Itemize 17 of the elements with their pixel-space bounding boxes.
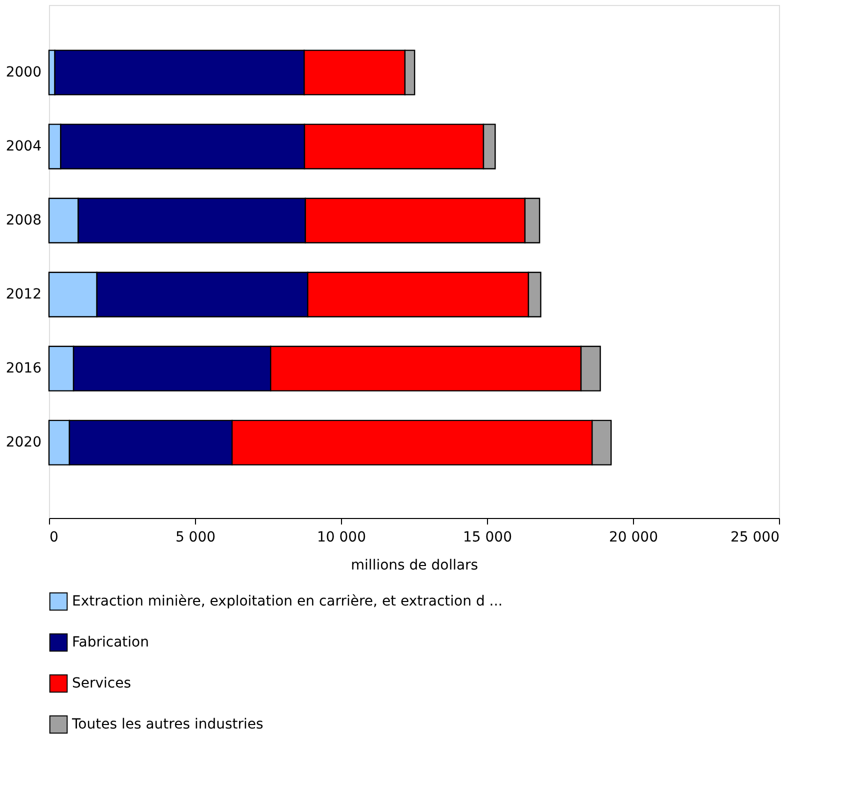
legend-label: Fabrication [72,634,149,650]
x-tick-label: 25 000 [730,530,780,546]
x-tick-label: 0 [50,530,58,546]
y-tick-label: 2008 [6,212,42,229]
legend-label: Toutes les autres industries [71,716,264,732]
y-tick-label: 2012 [6,286,42,303]
x-tick-label: 15 000 [463,530,512,546]
x-tick-label: 20 000 [609,530,658,546]
x-tick-label: 10 000 [317,530,366,546]
x-tick-label: 5 000 [175,530,216,546]
y-tick-label: 2016 [6,360,42,377]
legend-label: Extraction minière, exploitation en carrière, et extraction d ... [72,594,503,610]
y-tick-label: 2020 [6,434,42,451]
x-axis-title: millions de dollars [350,558,478,574]
legend-label: Services [72,676,132,692]
y-tick-label: 2004 [6,138,42,155]
y-tick-label: 2000 [6,64,42,80]
